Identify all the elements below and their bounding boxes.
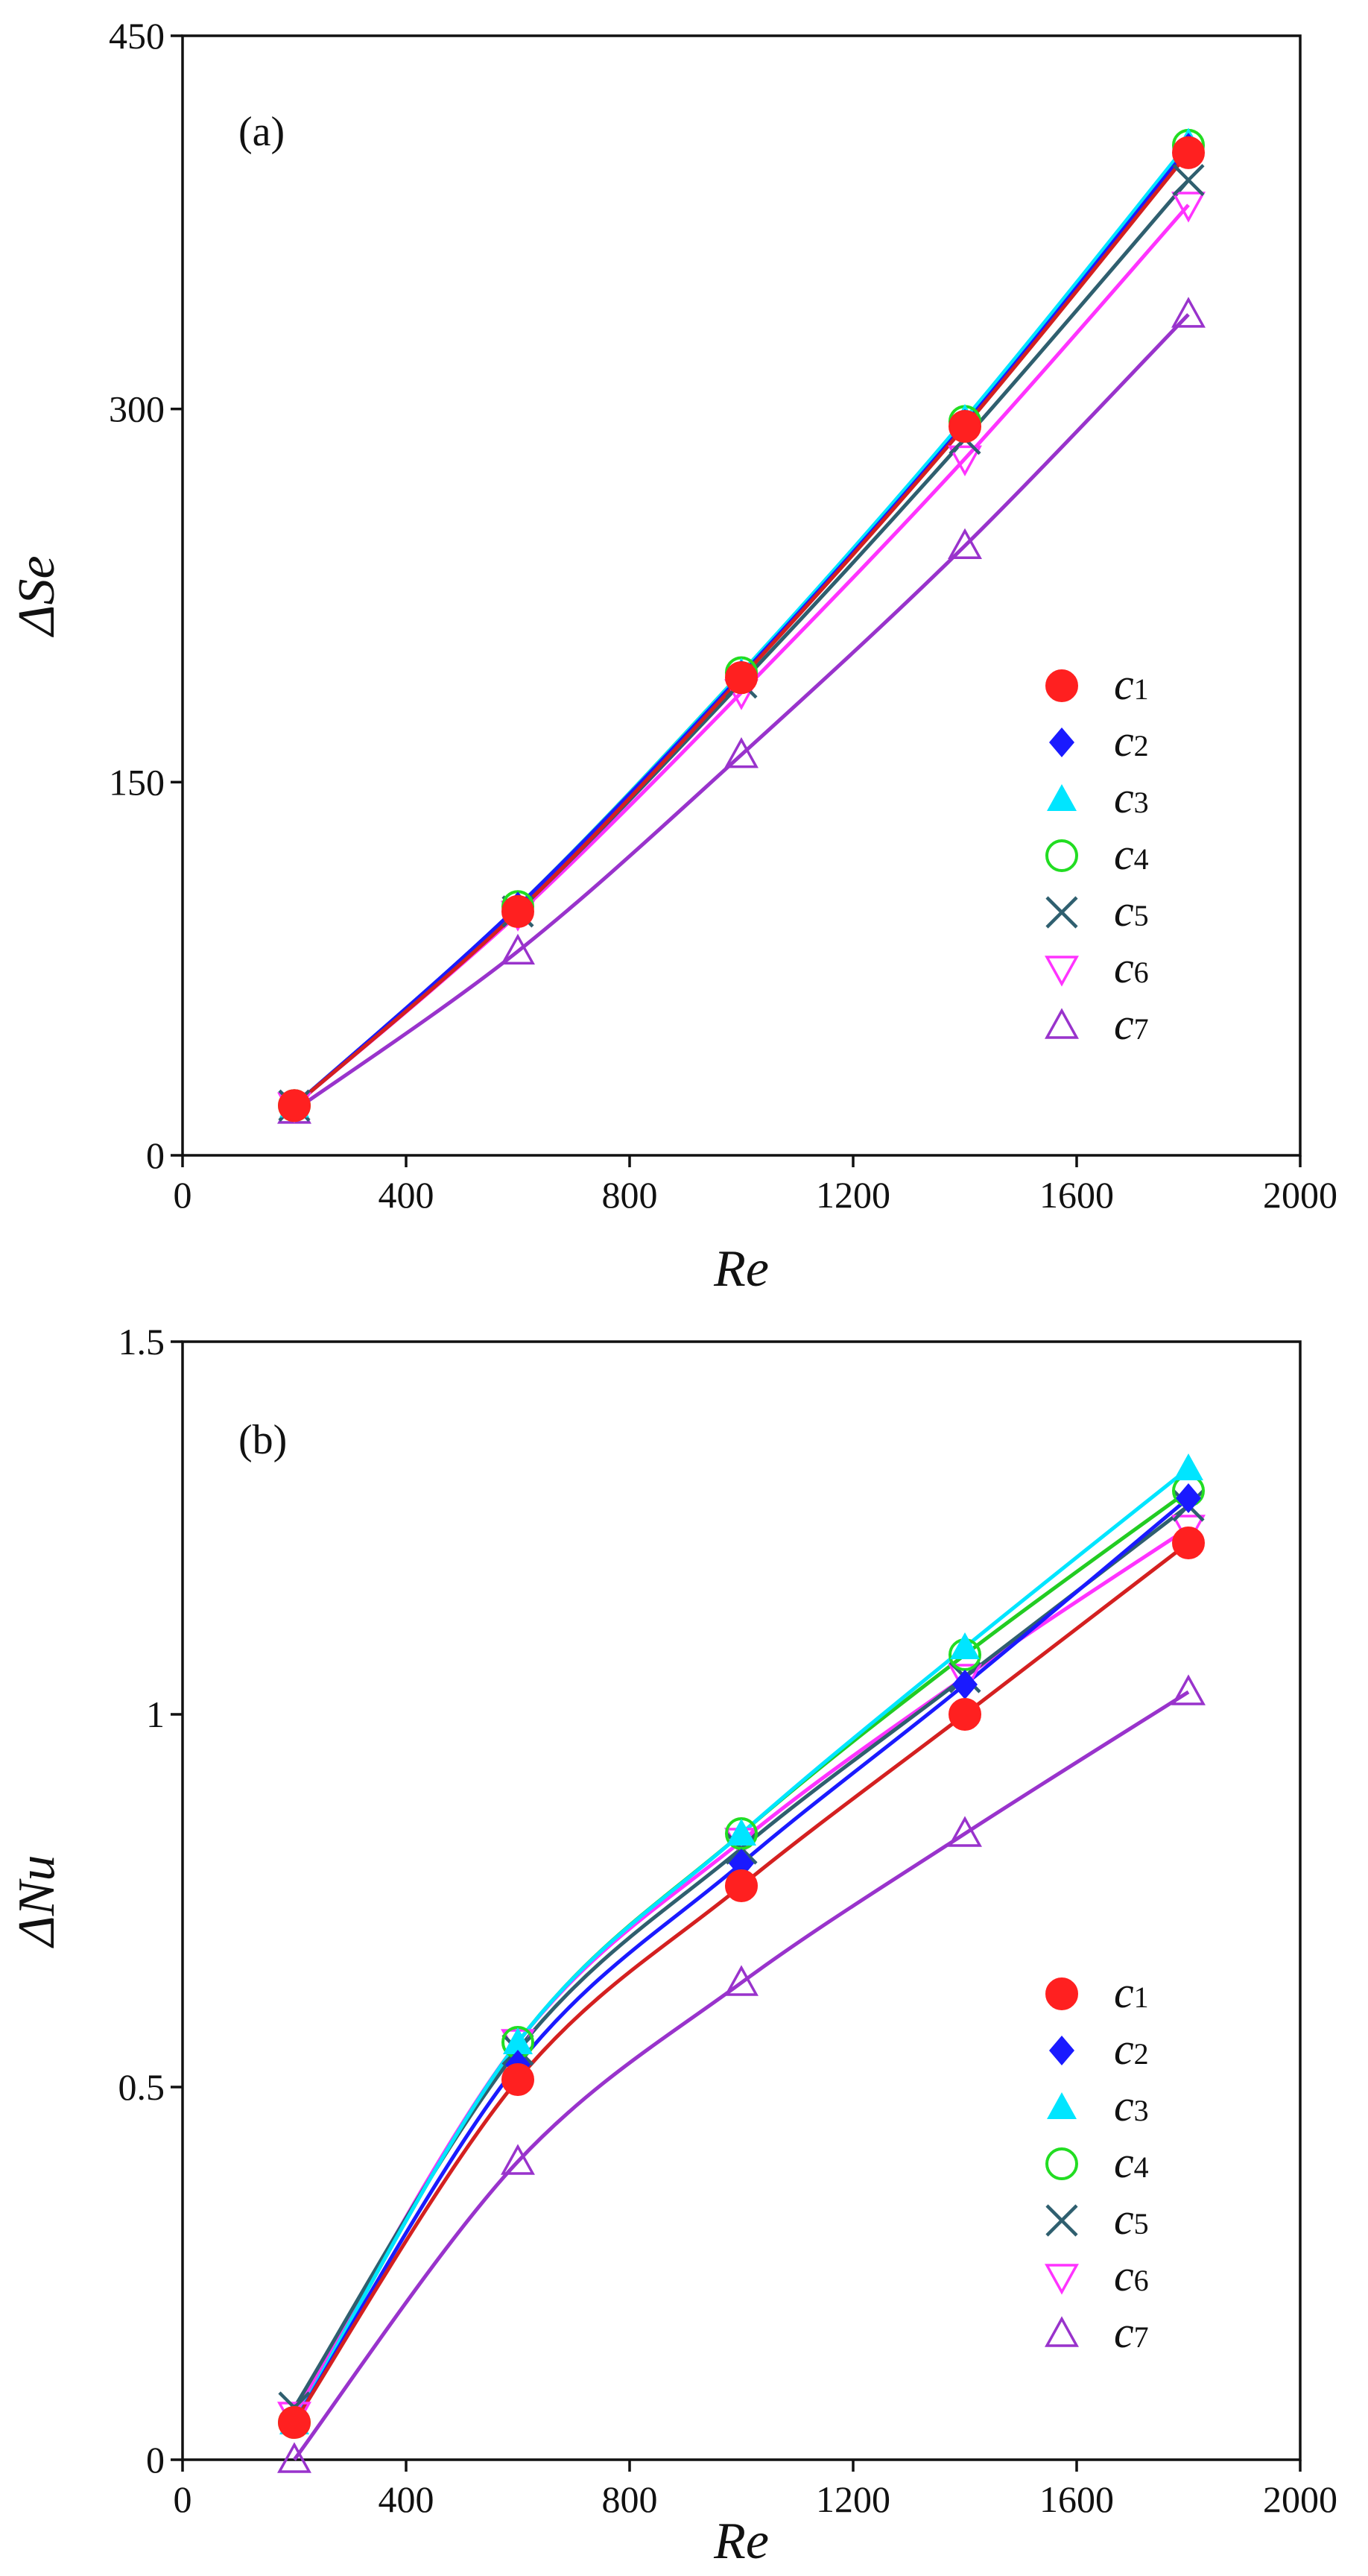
y-axis-title: ΔNu — [8, 1855, 66, 1949]
series-line-c1 — [292, 1541, 1190, 2424]
data-point-c3 — [950, 1632, 980, 1659]
legend-label-c1: c1 — [1114, 660, 1149, 709]
legend: c1 c2 c3 c4 c5 c6 c7 — [1045, 1968, 1149, 2357]
data-point-c1 — [725, 661, 758, 695]
legend-label-c2: c2 — [1114, 2024, 1149, 2074]
x-tick-label: 2000 — [1263, 1174, 1337, 1216]
legend-label-c3: c3 — [1114, 2081, 1149, 2130]
data-point-c1 — [1172, 136, 1205, 169]
data-point-c7 — [948, 528, 982, 559]
panel-label: (a) — [238, 109, 285, 155]
data-point-c7 — [501, 933, 535, 965]
x-tick-label: 1200 — [816, 2478, 890, 2520]
data-point-c2 — [952, 1670, 978, 1699]
legend-marker-c2 — [1049, 2036, 1074, 2065]
legend-marker-c5 — [1045, 896, 1078, 929]
data-point-c7 — [724, 1965, 759, 1996]
legend-marker-c2 — [1049, 727, 1074, 757]
x-axis-title: Re — [713, 1240, 769, 1298]
data-point-c2 — [1176, 1483, 1201, 1513]
legend-label-c4: c4 — [1114, 830, 1149, 879]
series-line-c7 — [293, 313, 1190, 1112]
y-tick-label: 1.5 — [118, 1321, 165, 1363]
x-tick-label: 0 — [174, 2478, 192, 2520]
series-line-c3 — [292, 1467, 1190, 2424]
legend-marker-c5 — [1045, 2204, 1078, 2237]
x-tick-label: 1600 — [1039, 2478, 1114, 2520]
panel-label: (b) — [238, 1417, 287, 1463]
x-tick-label: 0 — [174, 1174, 192, 1216]
x-axis-title: Re — [713, 2513, 769, 2570]
y-axis-title: ΔSe — [8, 555, 66, 637]
data-point-c7 — [948, 1816, 982, 1847]
legend-marker-c3 — [1047, 784, 1077, 811]
data-point-c7 — [277, 2442, 311, 2473]
plot-frame — [181, 1340, 1302, 2461]
data-point-c7 — [1171, 297, 1206, 328]
y-tick-label: 0.5 — [118, 2066, 165, 2108]
legend-marker-c4 — [1045, 839, 1078, 872]
y-tick-label: 150 — [109, 761, 165, 803]
data-point-c5 — [1172, 164, 1205, 197]
legend-marker-c7 — [1045, 1008, 1079, 1039]
legend-marker-c1 — [1045, 1977, 1078, 2010]
data-point-c6 — [1171, 192, 1206, 223]
data-point-c7 — [501, 2144, 535, 2175]
legend-label-c2: c2 — [1114, 716, 1149, 765]
data-point-c3 — [503, 2027, 533, 2054]
data-point-c1 — [949, 1698, 981, 1731]
legend-label-c6: c6 — [1114, 2251, 1149, 2300]
x-tick-label: 400 — [379, 1174, 434, 1216]
y-tick-label: 0 — [146, 1134, 165, 1176]
legend-label-c1: c1 — [1114, 1968, 1149, 2017]
series-line-c7 — [292, 1690, 1190, 2461]
data-point-c1 — [278, 2406, 311, 2439]
legend-label-c7: c7 — [1114, 1000, 1149, 1049]
x-tick-label: 1600 — [1039, 1174, 1114, 1216]
data-point-c1 — [725, 1869, 758, 1902]
legend-label-c5: c5 — [1114, 886, 1149, 935]
legend-marker-c1 — [1045, 669, 1078, 702]
legend-marker-c3 — [1047, 2092, 1077, 2119]
legend: c1 c2 c3 c4 c5 c6 c7 — [1045, 660, 1149, 1049]
y-tick-label: 300 — [109, 388, 165, 430]
legend-label-c4: c4 — [1114, 2138, 1149, 2187]
legend-marker-c6 — [1045, 2264, 1079, 2295]
x-tick-label: 800 — [602, 1174, 658, 1216]
chart-panel-b: 0 400 800 1200 1600 200000.511.5ReΔNu(b)c1c2c… — [8, 1321, 1337, 2570]
y-tick-label: 0 — [146, 2439, 165, 2481]
legend-marker-c6 — [1045, 956, 1079, 987]
chart-panel-a: 0 400 800 1200 1600 20000150300450ReΔSe(a)c1c… — [8, 15, 1337, 1298]
plot-frame — [181, 34, 1302, 1157]
x-tick-label: 400 — [379, 2478, 434, 2520]
legend-marker-c4 — [1045, 2147, 1078, 2180]
data-point-c7 — [724, 737, 759, 768]
y-tick-label: 450 — [109, 15, 165, 57]
data-point-c1 — [501, 894, 534, 928]
data-point-c1 — [1172, 1527, 1205, 1559]
legend-label-c7: c7 — [1114, 2308, 1149, 2357]
series-line-c2 — [292, 1497, 1190, 2424]
data-point-c3 — [1174, 1453, 1203, 1480]
legend-label-c6: c6 — [1114, 943, 1149, 992]
legend-label-c3: c3 — [1114, 773, 1149, 822]
data-point-c1 — [501, 2063, 534, 2096]
x-tick-label: 1200 — [816, 1174, 890, 1216]
data-point-c1 — [278, 1089, 311, 1123]
data-point-c7 — [1171, 1674, 1206, 1705]
y-tick-label: 1 — [146, 1693, 165, 1735]
x-tick-label: 2000 — [1263, 2478, 1337, 2520]
legend-marker-c7 — [1045, 2316, 1079, 2347]
data-point-c1 — [949, 410, 981, 443]
data-point-c6 — [948, 445, 982, 477]
x-tick-label: 800 — [602, 2478, 658, 2520]
data-point-c3 — [726, 1819, 756, 1846]
legend-label-c5: c5 — [1114, 2194, 1149, 2244]
